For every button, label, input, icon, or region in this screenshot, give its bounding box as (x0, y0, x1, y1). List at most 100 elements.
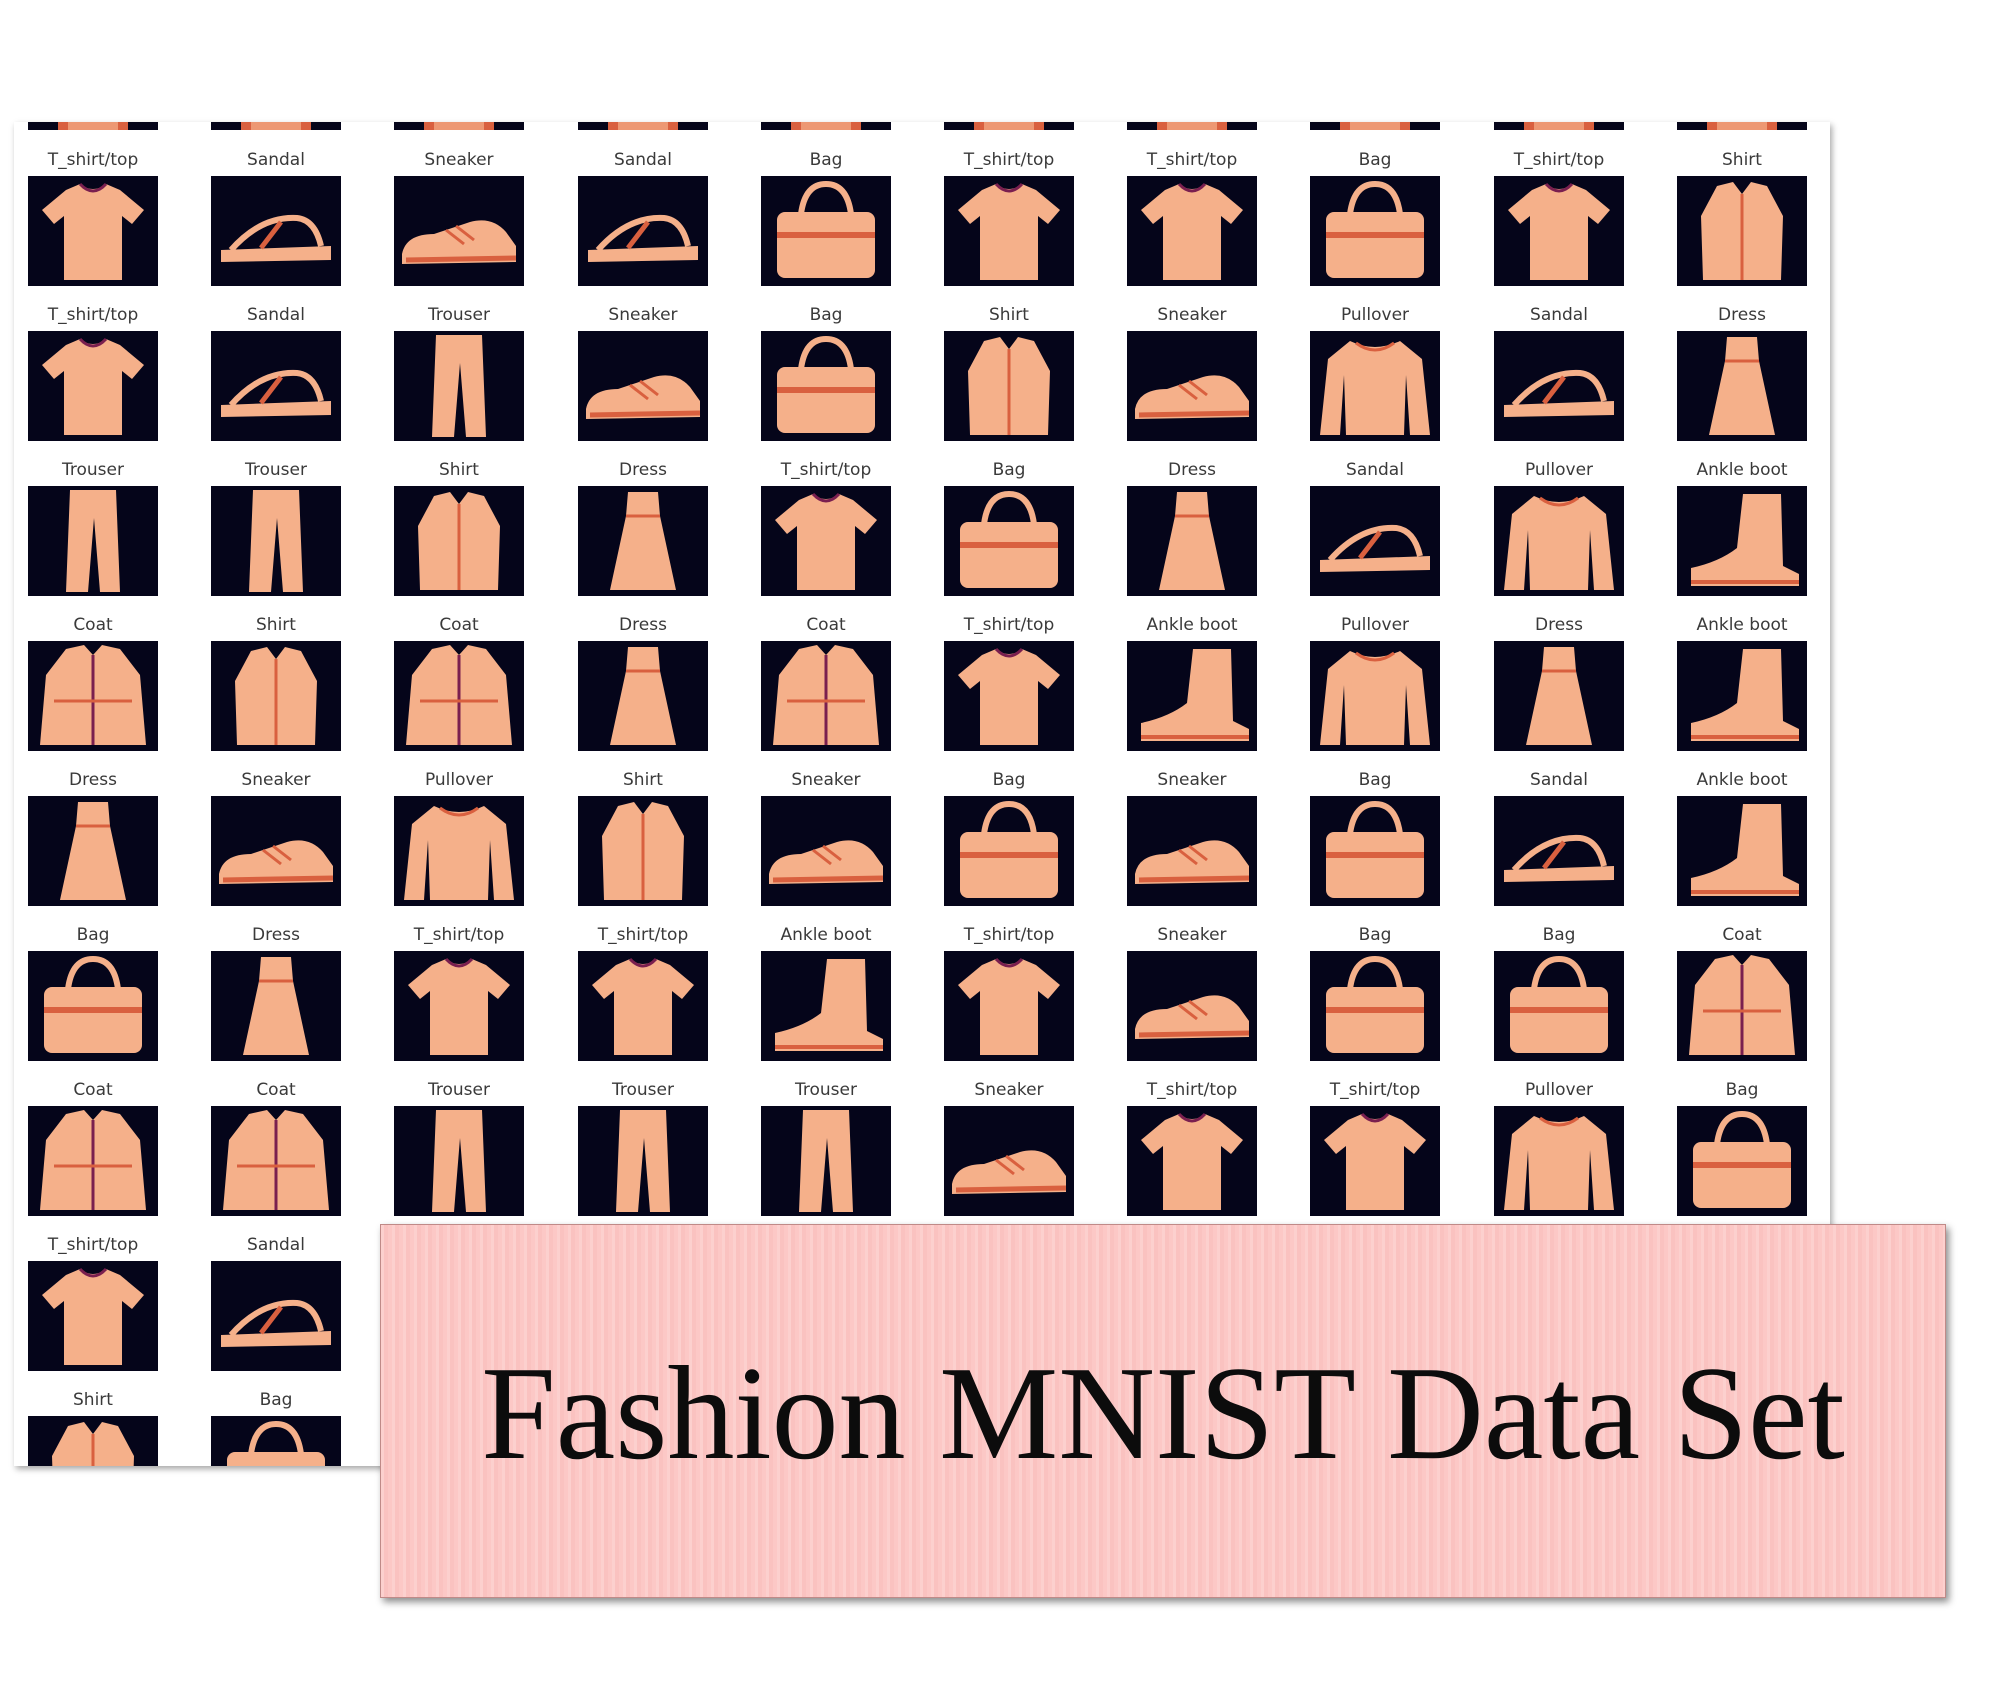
clothing-thumbnail (394, 176, 524, 286)
thumbnail-label: Shirt (73, 1390, 113, 1410)
clothing-thumbnail (28, 796, 158, 906)
thumbnail-label: Sneaker (1157, 305, 1227, 325)
clothing-thumbnail (1677, 176, 1807, 286)
thumbnail-label: Trouser (62, 460, 124, 480)
clothing-thumbnail (394, 486, 524, 596)
thumbnail-label: Coat (806, 615, 846, 635)
clothing-thumbnail (211, 486, 341, 596)
clothing-thumbnail (761, 176, 891, 286)
thumbnail-label: Bag (259, 1390, 293, 1410)
thumbnail-label: Trouser (245, 460, 307, 480)
clothing-thumbnail (1677, 641, 1807, 751)
clothing-thumbnail (578, 176, 708, 286)
clothing-thumbnail (761, 951, 891, 1061)
thumbnail-label: Sandal (1530, 305, 1588, 325)
clothing-thumbnail (28, 1261, 158, 1371)
clothing-thumbnail (211, 951, 341, 1061)
clothing-thumbnail (1494, 951, 1624, 1061)
clothing-thumbnail (1127, 486, 1257, 596)
clothing-thumbnail (28, 176, 158, 286)
thumbnail-label: Bag (809, 150, 843, 170)
thumbnail-label: Dress (69, 770, 117, 790)
thumbnail-label: Ankle boot (1146, 615, 1238, 635)
clothing-thumbnail (28, 1416, 158, 1466)
thumbnail-label: Sandal (614, 150, 672, 170)
thumbnail-label: T_shirt/top (597, 925, 689, 945)
thumbnail-label: T_shirt/top (1513, 150, 1605, 170)
clothing-thumbnail (1127, 1106, 1257, 1216)
thumbnail-label: Sandal (247, 150, 305, 170)
clothing-thumbnail (394, 1106, 524, 1216)
clothing-thumbnail (28, 641, 158, 751)
clothing-thumbnail (761, 796, 891, 906)
thumbnail-label: T_shirt/top (963, 150, 1055, 170)
thumbnail-label: Sandal (1346, 460, 1404, 480)
thumbnail-label: Coat (439, 615, 479, 635)
clothing-thumbnail (1677, 796, 1807, 906)
clothing-thumbnail (578, 331, 708, 441)
thumbnail-label: Sandal (1530, 770, 1588, 790)
clothing-thumbnail (1127, 796, 1257, 906)
clothing-thumbnail (944, 176, 1074, 286)
clothing-thumbnail (1494, 641, 1624, 751)
thumbnail-label: T_shirt/top (47, 305, 139, 325)
thumbnail-label: Shirt (989, 305, 1029, 325)
clothing-thumbnail (28, 486, 158, 596)
thumbnail-label: T_shirt/top (413, 925, 505, 945)
thumbnail-label: Ankle boot (1696, 770, 1788, 790)
clothing-thumbnail (1677, 1106, 1807, 1216)
clothing-thumbnail (578, 486, 708, 596)
clothing-thumbnail (1310, 122, 1440, 130)
clothing-thumbnail (394, 122, 524, 130)
thumbnail-label: Bag (1358, 150, 1392, 170)
thumbnail-label: Bag (1542, 925, 1576, 945)
clothing-thumbnail (211, 1416, 341, 1466)
clothing-thumbnail (1310, 331, 1440, 441)
clothing-thumbnail (211, 796, 341, 906)
clothing-thumbnail (1127, 951, 1257, 1061)
clothing-thumbnail (944, 486, 1074, 596)
thumbnail-label: Coat (1722, 925, 1762, 945)
clothing-thumbnail (761, 641, 891, 751)
thumbnail-label: Dress (619, 460, 667, 480)
thumbnail-label: Bag (809, 305, 843, 325)
thumbnail-label: Shirt (1722, 150, 1762, 170)
thumbnail-label: Dress (1718, 305, 1766, 325)
thumbnail-label: Ankle boot (1696, 460, 1788, 480)
clothing-thumbnail (1127, 122, 1257, 130)
clothing-thumbnail (944, 122, 1074, 130)
thumbnail-label: Pullover (424, 770, 494, 790)
clothing-thumbnail (578, 796, 708, 906)
thumbnail-label: Pullover (1340, 305, 1410, 325)
clothing-thumbnail (1494, 176, 1624, 286)
thumbnail-label: Sneaker (424, 150, 494, 170)
clothing-thumbnail (211, 1261, 341, 1371)
thumbnail-label: Sneaker (974, 1080, 1044, 1100)
thumbnail-label: Trouser (612, 1080, 674, 1100)
thumbnail-label: Dress (1168, 460, 1216, 480)
clothing-thumbnail (211, 331, 341, 441)
clothing-thumbnail (1677, 486, 1807, 596)
thumbnail-label: Coat (73, 1080, 113, 1100)
clothing-thumbnail (944, 1106, 1074, 1216)
clothing-thumbnail (394, 641, 524, 751)
thumbnail-label: Shirt (256, 615, 296, 635)
thumbnail-label: Bag (76, 925, 110, 945)
thumbnail-label: Shirt (623, 770, 663, 790)
clothing-thumbnail (394, 796, 524, 906)
clothing-thumbnail (1494, 1106, 1624, 1216)
thumbnail-label: Bag (992, 460, 1026, 480)
thumbnail-label: Bag (1725, 1080, 1759, 1100)
thumbnail-label: T_shirt/top (47, 150, 139, 170)
clothing-thumbnail (1677, 122, 1807, 130)
clothing-thumbnail (1310, 796, 1440, 906)
clothing-thumbnail (394, 951, 524, 1061)
thumbnail-label: Coat (256, 1080, 296, 1100)
clothing-thumbnail (944, 331, 1074, 441)
thumbnail-label: Trouser (428, 305, 490, 325)
thumbnail-label: Coat (73, 615, 113, 635)
clothing-thumbnail (578, 1106, 708, 1216)
thumbnail-label: Sneaker (241, 770, 311, 790)
clothing-thumbnail (1310, 486, 1440, 596)
clothing-thumbnail (211, 641, 341, 751)
